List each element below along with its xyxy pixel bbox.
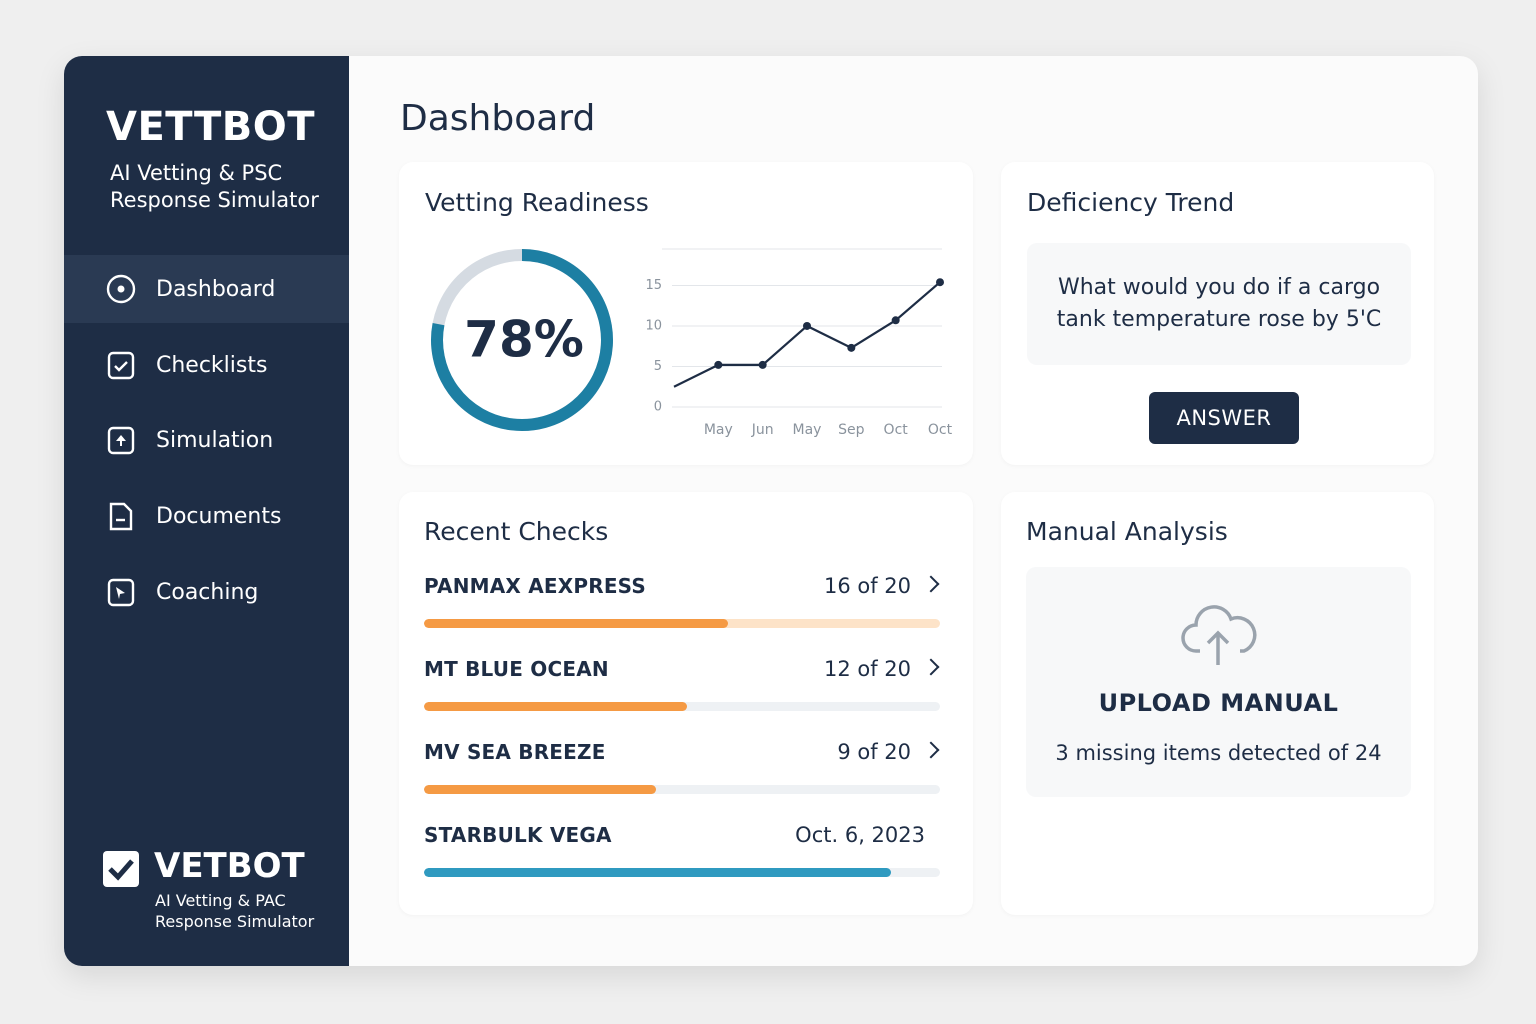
nav-label: Dashboard <box>156 276 276 302</box>
icon <box>109 502 133 531</box>
y-tick-label: 10 <box>645 318 662 333</box>
answer-button[interactable]: ANSWER <box>1149 392 1299 444</box>
x-tick-label: Jun <box>751 422 774 438</box>
check-status: 9 of 20 <box>837 740 911 764</box>
progress-track <box>424 785 940 794</box>
card-title: Recent Checks <box>424 517 609 546</box>
nav-label: Documents <box>156 503 282 529</box>
nav-label: Coaching <box>156 579 259 605</box>
icon <box>106 274 136 304</box>
x-tick-label: Oct <box>884 422 909 438</box>
chevron[interactable] <box>922 741 940 759</box>
upload-label: UPLOAD MANUAL <box>1098 689 1339 717</box>
nav-label: Checklists <box>156 352 268 378</box>
nav-item[interactable]: Checklists <box>64 331 349 399</box>
upload-zone[interactable]: UPLOAD MANUAL 3 missing items detected o… <box>1026 567 1411 797</box>
y-tick-label: 5 <box>654 359 662 374</box>
x-tick-label: Oct <box>928 422 953 438</box>
page-title: Dashboard <box>400 98 596 139</box>
y-tick-label: 0 <box>654 400 662 415</box>
check-status: 16 of 20 <box>823 574 911 598</box>
icon <box>107 426 135 455</box>
progress-track <box>424 702 940 711</box>
tagline: AI Vetting & PSC Response Simulator <box>110 161 319 212</box>
chevron[interactable] <box>922 575 940 593</box>
manual-card: Manual Analysis UPLOAD MANUAL 3 missing … <box>1001 492 1434 915</box>
progress-bar <box>424 785 657 794</box>
card-title: Vetting Readiness <box>425 188 649 217</box>
footer-logo <box>103 851 139 887</box>
app-window: VETTBOT AI Vetting & PSC Response Simula… <box>64 56 1478 966</box>
gauge-arc <box>431 249 613 431</box>
card-title: Manual Analysis <box>1026 517 1228 546</box>
gauge-label: 78% <box>464 311 584 369</box>
point <box>714 360 723 369</box>
check-status: Oct. 6, 2023 <box>795 823 925 847</box>
card-title: Deficiency Trend <box>1027 188 1235 217</box>
nav-item[interactable]: Documents <box>64 482 349 550</box>
point <box>847 343 856 352</box>
check-name: PANMAX AEXPRESS <box>424 574 646 598</box>
check-name: MT BLUE OCEAN <box>424 657 609 681</box>
x-tick-label: May <box>704 422 733 438</box>
icon <box>107 351 135 380</box>
upload-icon <box>1181 605 1257 665</box>
readiness-card: Vetting Readiness 78% 0 5 10 15 May Jun May Sep… <box>399 162 973 465</box>
point <box>891 316 900 325</box>
line <box>673 281 941 388</box>
deficiency-card: Deficiency Trend What would you do if a … <box>1001 162 1434 465</box>
nav-item[interactable]: Dashboard <box>64 255 349 323</box>
gauge: 78% <box>431 249 613 431</box>
point <box>758 360 767 369</box>
line-chart: 0 5 10 15 May Jun May Sep Oct Oct <box>645 248 953 438</box>
footer-tagline: AI Vetting & PAC Response Simulator <box>155 891 315 931</box>
x-tick-label: Sep <box>838 422 865 438</box>
x-tick-label: May <box>793 422 822 438</box>
footer-brand: VETBOT <box>154 846 305 886</box>
upload-detail: 3 missing items detected of 24 <box>1055 741 1382 765</box>
chevron[interactable] <box>922 658 940 676</box>
progress-bar <box>424 868 891 877</box>
brand: VETTBOT <box>106 104 316 150</box>
point <box>803 321 811 330</box>
recent-card: Recent Checks PANMAX AEXPRESS 16 of 20 MT … <box>399 492 973 915</box>
point <box>936 278 944 287</box>
y-tick-label: 15 <box>645 278 662 293</box>
nav-item[interactable]: Simulation <box>64 406 349 474</box>
progress-track <box>424 868 940 877</box>
progress-track <box>424 619 940 628</box>
sidebar: VETTBOT AI Vetting & PSC Response Simula… <box>64 56 349 966</box>
progress-bar <box>424 702 688 711</box>
check-name: MV SEA BREEZE <box>424 740 606 764</box>
nav-item[interactable]: Coaching <box>64 558 349 626</box>
question: What would you do if a cargo tank temper… <box>1027 243 1411 365</box>
check-name: STARBULK VEGA <box>424 823 612 847</box>
nav-label: Simulation <box>156 427 274 453</box>
check-status: 12 of 20 <box>823 657 911 681</box>
progress-bar <box>424 619 729 628</box>
icon <box>107 578 135 607</box>
